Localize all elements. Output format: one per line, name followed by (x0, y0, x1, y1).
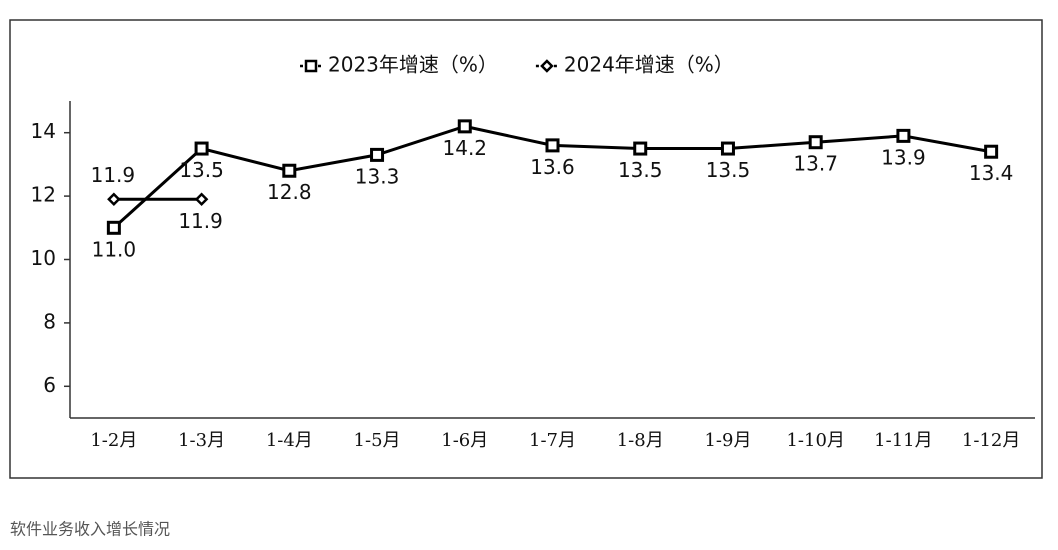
x-tick-label: 1-4月 (266, 430, 313, 451)
y-tick-label: 6 (43, 373, 56, 397)
point-marker (194, 141, 209, 156)
data-label: 12.8 (267, 180, 312, 204)
legend-marker (540, 59, 554, 73)
x-tick-label: 1-7月 (529, 430, 576, 451)
legend-marker (304, 59, 318, 73)
point-marker (896, 128, 911, 143)
data-label: 13.6 (530, 155, 575, 179)
chart-frame (9, 19, 1043, 479)
point-marker (106, 220, 121, 235)
point-marker (545, 138, 560, 153)
data-label: 13.9 (881, 145, 926, 169)
data-label: 11.0 (92, 237, 137, 261)
point-marker (107, 192, 121, 207)
x-tick-label: 1-3月 (178, 430, 225, 451)
point-marker (720, 141, 735, 156)
data-label: 11.9 (91, 163, 136, 187)
legend-label: 2023年增速（%） (328, 53, 498, 77)
y-tick-label: 14 (31, 119, 56, 143)
point-marker (194, 192, 209, 207)
point-marker (282, 163, 297, 178)
data-label: 11.9 (178, 209, 223, 233)
x-tick-label: 1-8月 (617, 430, 664, 451)
data-label: 14.2 (443, 136, 488, 160)
point-marker (984, 144, 999, 159)
x-tick-label: 1-6月 (441, 430, 488, 451)
data-label: 13.3 (355, 164, 400, 188)
caption: 软件业务收入增长情况 (10, 520, 170, 539)
y-tick-label: 8 (43, 309, 56, 333)
y-tick-label: 10 (31, 246, 56, 270)
data-label: 13.4 (969, 161, 1014, 185)
point-marker (808, 135, 823, 150)
x-tick-label: 1-5月 (354, 430, 401, 451)
data-label: 13.5 (706, 158, 751, 182)
point-marker (370, 147, 385, 162)
x-tick-label: 1-9月 (704, 430, 751, 451)
data-label: 13.7 (793, 152, 838, 176)
x-tick-label: 1-2月 (90, 430, 137, 451)
y-tick-label: 12 (31, 183, 56, 207)
data-label: 13.5 (618, 158, 663, 182)
point-marker (633, 141, 648, 156)
data-label: 13.5 (179, 158, 224, 182)
legend-label: 2024年增速（%） (564, 53, 734, 77)
x-tick-label: 1-10月 (786, 430, 844, 451)
x-tick-label: 1-11月 (874, 430, 932, 451)
point-marker (457, 119, 472, 134)
x-tick-label: 1-12月 (962, 430, 1020, 451)
